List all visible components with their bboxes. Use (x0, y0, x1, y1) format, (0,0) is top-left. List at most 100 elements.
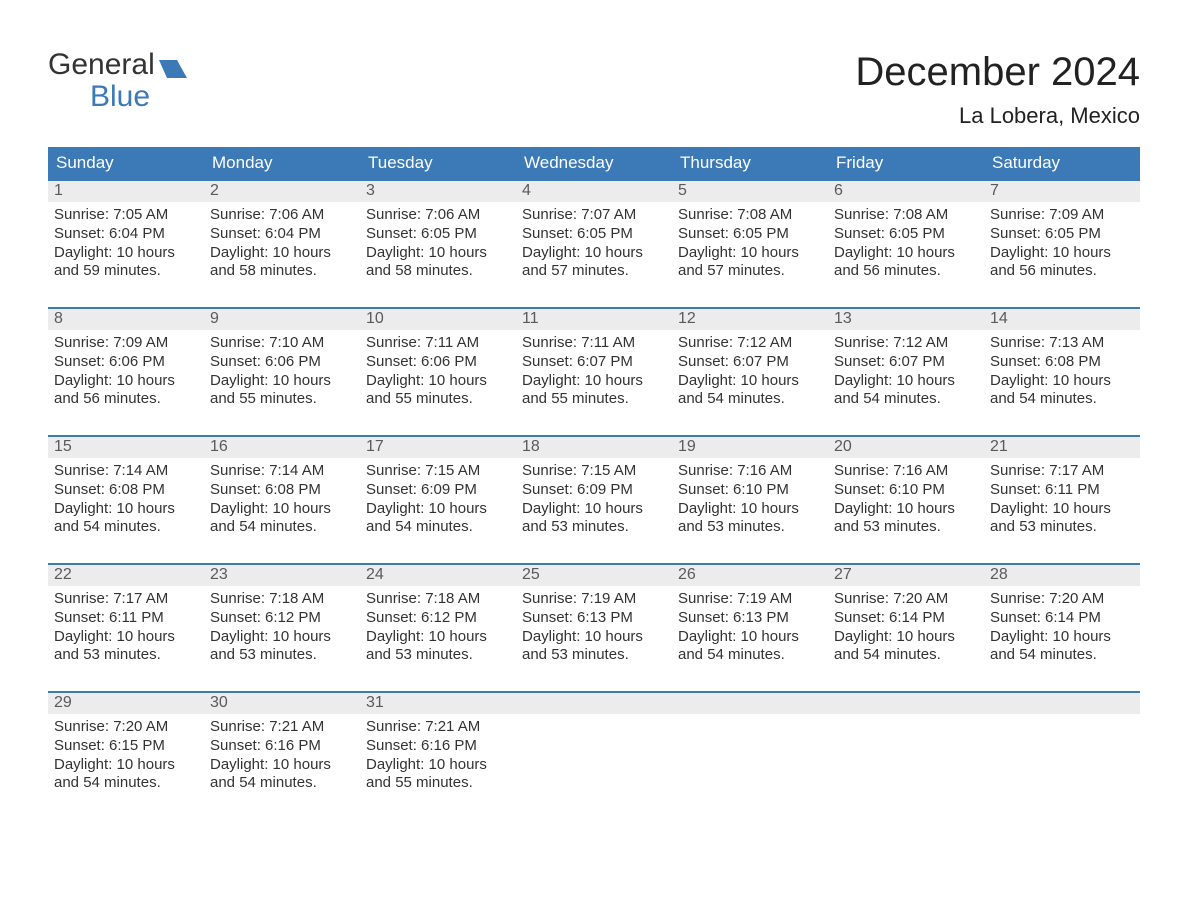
calendar-day-cell: 8Sunrise: 7:09 AMSunset: 6:06 PMDaylight… (48, 308, 204, 436)
day-d2: and 56 minutes. (54, 390, 198, 409)
day-number: 6 (828, 181, 984, 202)
day-sunrise: Sunrise: 7:10 AM (210, 334, 354, 353)
day-d2: and 55 minutes. (366, 390, 510, 409)
day-d1: Daylight: 10 hours (678, 372, 822, 391)
day-d1: Daylight: 10 hours (210, 756, 354, 775)
day-number-empty (984, 693, 1140, 714)
day-number: 8 (48, 309, 204, 330)
day-d2: and 54 minutes. (678, 646, 822, 665)
day-d1: Daylight: 10 hours (366, 500, 510, 519)
day-content: Sunrise: 7:17 AMSunset: 6:11 PMDaylight:… (984, 458, 1140, 537)
day-sunrise: Sunrise: 7:09 AM (990, 206, 1134, 225)
day-content: Sunrise: 7:09 AMSunset: 6:06 PMDaylight:… (48, 330, 204, 409)
day-content: Sunrise: 7:21 AMSunset: 6:16 PMDaylight:… (204, 714, 360, 793)
day-content: Sunrise: 7:18 AMSunset: 6:12 PMDaylight:… (204, 586, 360, 665)
weekday-header: Saturday (984, 147, 1140, 180)
day-content: Sunrise: 7:05 AMSunset: 6:04 PMDaylight:… (48, 202, 204, 281)
day-sunset: Sunset: 6:05 PM (834, 225, 978, 244)
day-sunset: Sunset: 6:04 PM (54, 225, 198, 244)
day-d1: Daylight: 10 hours (834, 500, 978, 519)
calendar-table: Sunday Monday Tuesday Wednesday Thursday… (48, 147, 1140, 820)
day-d1: Daylight: 10 hours (210, 500, 354, 519)
day-d2: and 54 minutes. (834, 646, 978, 665)
calendar-day-cell: 9Sunrise: 7:10 AMSunset: 6:06 PMDaylight… (204, 308, 360, 436)
day-d1: Daylight: 10 hours (678, 244, 822, 263)
day-number: 18 (516, 437, 672, 458)
day-sunset: Sunset: 6:12 PM (210, 609, 354, 628)
calendar-week-row: 15Sunrise: 7:14 AMSunset: 6:08 PMDayligh… (48, 436, 1140, 564)
day-d1: Daylight: 10 hours (210, 244, 354, 263)
day-sunset: Sunset: 6:10 PM (678, 481, 822, 500)
calendar-day-cell (984, 692, 1140, 820)
calendar-day-cell: 23Sunrise: 7:18 AMSunset: 6:12 PMDayligh… (204, 564, 360, 692)
day-d2: and 53 minutes. (834, 518, 978, 537)
day-content: Sunrise: 7:14 AMSunset: 6:08 PMDaylight:… (204, 458, 360, 537)
day-d2: and 54 minutes. (678, 390, 822, 409)
calendar-week-row: 1Sunrise: 7:05 AMSunset: 6:04 PMDaylight… (48, 180, 1140, 308)
calendar-day-cell: 27Sunrise: 7:20 AMSunset: 6:14 PMDayligh… (828, 564, 984, 692)
day-sunset: Sunset: 6:13 PM (522, 609, 666, 628)
day-sunrise: Sunrise: 7:07 AM (522, 206, 666, 225)
weekday-header: Wednesday (516, 147, 672, 180)
day-number: 14 (984, 309, 1140, 330)
calendar-day-cell: 18Sunrise: 7:15 AMSunset: 6:09 PMDayligh… (516, 436, 672, 564)
day-d2: and 53 minutes. (54, 646, 198, 665)
day-d2: and 57 minutes. (522, 262, 666, 281)
day-content: Sunrise: 7:21 AMSunset: 6:16 PMDaylight:… (360, 714, 516, 793)
day-sunset: Sunset: 6:05 PM (522, 225, 666, 244)
day-sunset: Sunset: 6:13 PM (678, 609, 822, 628)
day-d2: and 55 minutes. (210, 390, 354, 409)
day-sunrise: Sunrise: 7:14 AM (210, 462, 354, 481)
calendar-day-cell: 20Sunrise: 7:16 AMSunset: 6:10 PMDayligh… (828, 436, 984, 564)
day-number: 25 (516, 565, 672, 586)
day-sunset: Sunset: 6:07 PM (522, 353, 666, 372)
day-content: Sunrise: 7:19 AMSunset: 6:13 PMDaylight:… (516, 586, 672, 665)
day-sunset: Sunset: 6:16 PM (210, 737, 354, 756)
day-d1: Daylight: 10 hours (366, 628, 510, 647)
day-content: Sunrise: 7:11 AMSunset: 6:06 PMDaylight:… (360, 330, 516, 409)
day-number-empty (828, 693, 984, 714)
day-number: 1 (48, 181, 204, 202)
day-sunset: Sunset: 6:14 PM (990, 609, 1134, 628)
day-number: 24 (360, 565, 516, 586)
day-number: 16 (204, 437, 360, 458)
day-number: 11 (516, 309, 672, 330)
day-d1: Daylight: 10 hours (54, 372, 198, 391)
calendar-day-cell: 4Sunrise: 7:07 AMSunset: 6:05 PMDaylight… (516, 180, 672, 308)
weekday-header: Sunday (48, 147, 204, 180)
weekday-header: Tuesday (360, 147, 516, 180)
day-d2: and 59 minutes. (54, 262, 198, 281)
calendar-day-cell: 2Sunrise: 7:06 AMSunset: 6:04 PMDaylight… (204, 180, 360, 308)
day-sunrise: Sunrise: 7:13 AM (990, 334, 1134, 353)
day-number: 3 (360, 181, 516, 202)
day-content: Sunrise: 7:06 AMSunset: 6:05 PMDaylight:… (360, 202, 516, 281)
month-title: December 2024 (855, 50, 1140, 95)
day-number: 23 (204, 565, 360, 586)
day-d2: and 53 minutes. (990, 518, 1134, 537)
day-number: 30 (204, 693, 360, 714)
day-number: 17 (360, 437, 516, 458)
calendar-day-cell: 22Sunrise: 7:17 AMSunset: 6:11 PMDayligh… (48, 564, 204, 692)
day-sunset: Sunset: 6:06 PM (210, 353, 354, 372)
day-sunset: Sunset: 6:04 PM (210, 225, 354, 244)
day-d1: Daylight: 10 hours (834, 628, 978, 647)
day-sunset: Sunset: 6:10 PM (834, 481, 978, 500)
day-sunrise: Sunrise: 7:11 AM (522, 334, 666, 353)
day-d1: Daylight: 10 hours (366, 372, 510, 391)
day-sunrise: Sunrise: 7:19 AM (678, 590, 822, 609)
day-content: Sunrise: 7:15 AMSunset: 6:09 PMDaylight:… (360, 458, 516, 537)
day-number: 19 (672, 437, 828, 458)
day-sunset: Sunset: 6:09 PM (366, 481, 510, 500)
day-d1: Daylight: 10 hours (678, 628, 822, 647)
day-sunrise: Sunrise: 7:08 AM (834, 206, 978, 225)
day-sunrise: Sunrise: 7:06 AM (210, 206, 354, 225)
calendar-day-cell: 25Sunrise: 7:19 AMSunset: 6:13 PMDayligh… (516, 564, 672, 692)
day-d2: and 54 minutes. (210, 518, 354, 537)
logo: General Blue (48, 50, 189, 112)
header: General Blue December 2024 La Lobera, Me… (48, 50, 1140, 129)
calendar-day-cell: 13Sunrise: 7:12 AMSunset: 6:07 PMDayligh… (828, 308, 984, 436)
day-d2: and 54 minutes. (990, 646, 1134, 665)
day-sunrise: Sunrise: 7:11 AM (366, 334, 510, 353)
day-sunset: Sunset: 6:05 PM (678, 225, 822, 244)
day-number: 12 (672, 309, 828, 330)
